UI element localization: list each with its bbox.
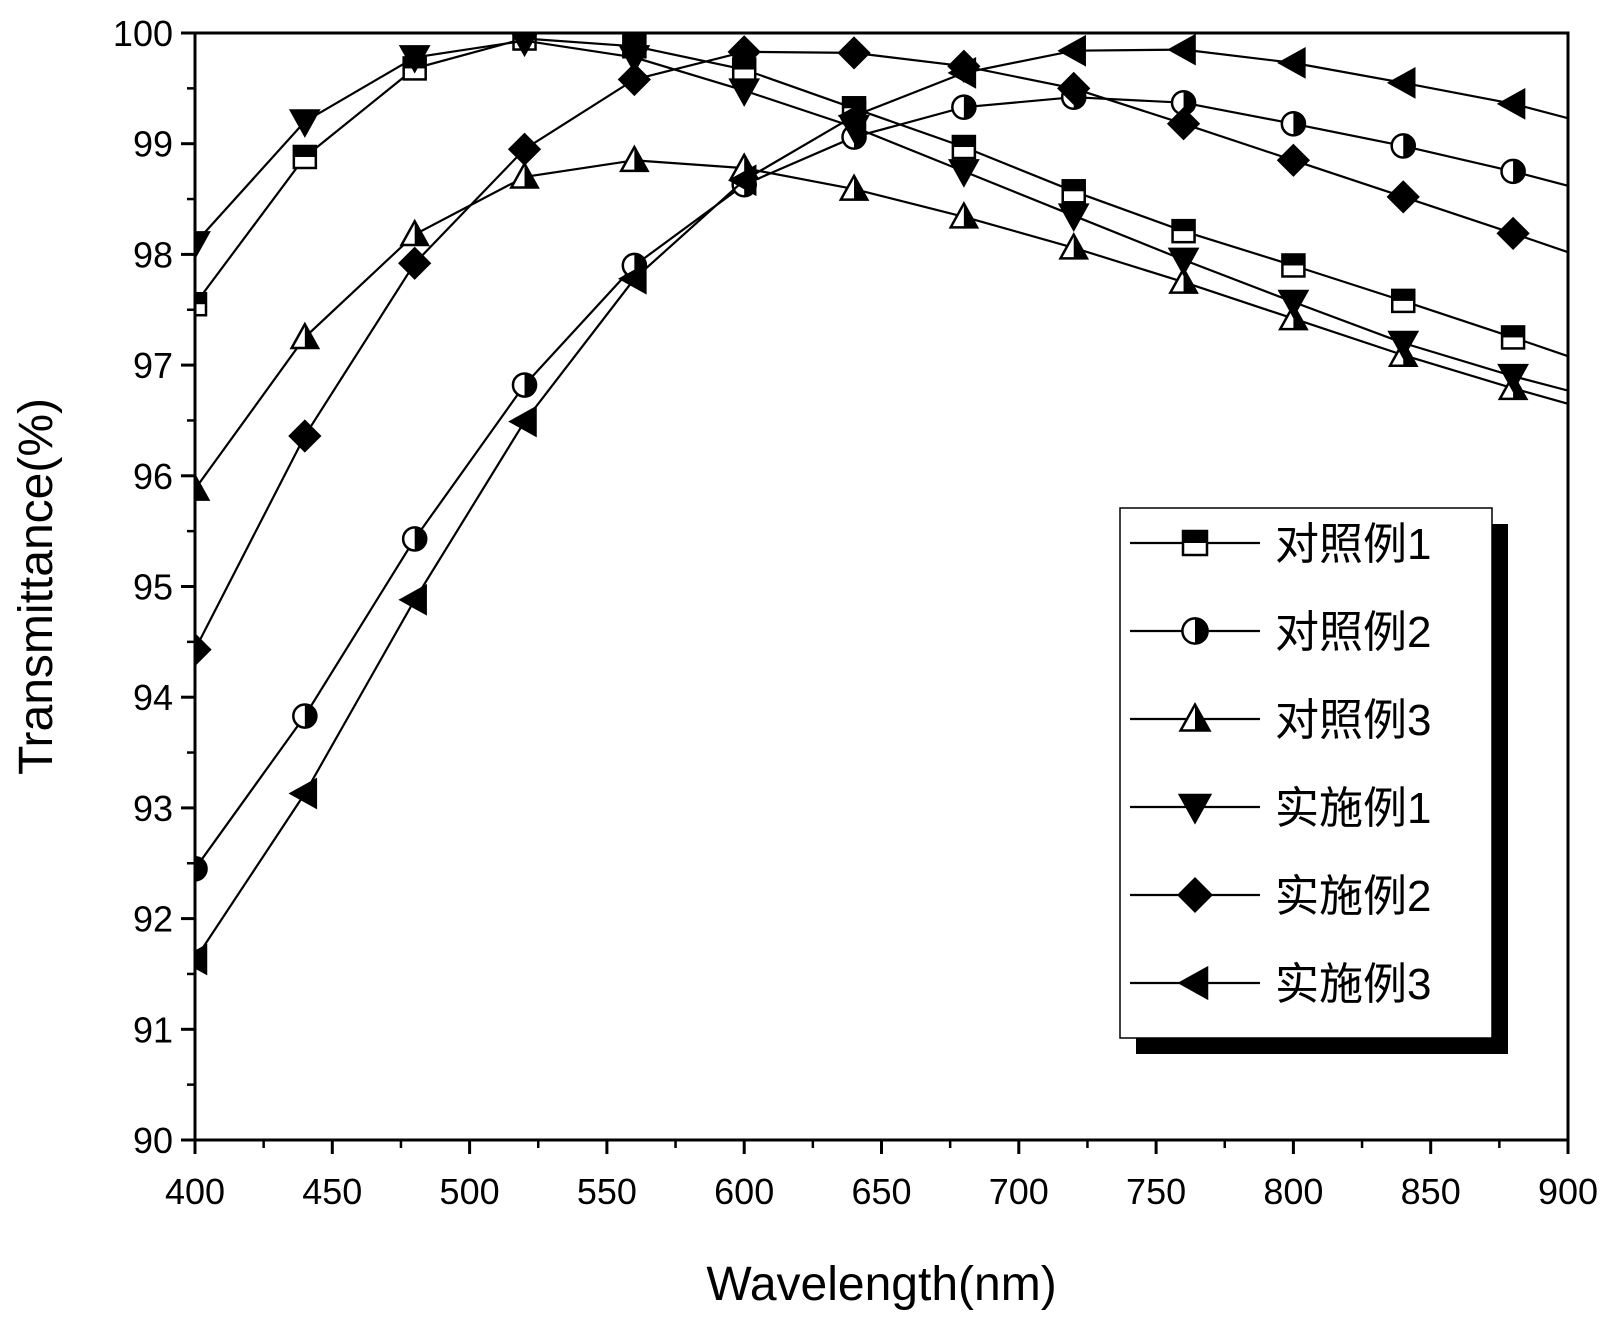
legend-label: 实施例2 [1275,872,1431,921]
legend-label: 对照例2 [1275,608,1431,657]
data-point [1498,219,1528,249]
data-point [1282,112,1305,135]
data-point [1502,160,1525,183]
data-point [1170,249,1198,274]
data-point [1280,291,1308,316]
legend-label: 对照例3 [1275,696,1431,745]
data-point [952,96,975,119]
y-tick-label: 91 [133,1009,173,1050]
legend-label: 实施例3 [1275,960,1431,1009]
y-tick-label: 95 [133,567,173,608]
legend-box [1120,508,1492,1038]
y-tick-label: 98 [133,234,173,275]
data-point [1280,49,1305,77]
data-point [1392,134,1415,157]
legend-label: 实施例1 [1275,784,1431,833]
data-point [401,586,426,614]
data-point [1388,182,1418,212]
data-point [1282,254,1304,276]
y-tick-label: 97 [133,345,173,386]
x-tick-label: 500 [440,1171,500,1212]
x-tick-label: 850 [1401,1171,1461,1212]
data-point [1502,326,1524,348]
data-point [1061,235,1087,259]
data-point [290,421,320,451]
y-tick-label: 92 [133,899,173,940]
data-point [294,146,316,168]
series-4 [181,30,1568,391]
x-tick-label: 700 [989,1171,1049,1212]
y-axis-title: Transmittance(%) [10,398,63,775]
data-point [1499,90,1524,118]
y-tick-label: 90 [133,1120,173,1161]
data-point [511,408,536,436]
data-point [291,780,316,808]
y-tick-label: 94 [133,677,173,718]
data-point [950,160,978,185]
legend: 对照例1 对照例2 对照例3 实施例1 实施例2 实施例3 [1120,508,1508,1054]
data-point [293,704,316,727]
x-tick-label: 600 [714,1171,774,1212]
data-point [513,373,536,396]
series-3 [182,147,1568,500]
data-point [401,221,427,245]
y-tick-label: 99 [133,124,173,165]
data-point [621,147,647,171]
data-point [953,136,975,158]
data-point [1389,69,1414,97]
data-point [1279,145,1309,175]
x-tick-label: 650 [851,1171,911,1212]
data-point [1060,205,1088,230]
data-point [730,80,758,105]
legend-label: 对照例1 [1275,520,1431,569]
series-line [195,39,1568,357]
data-point [839,38,869,68]
data-point [1063,180,1085,202]
x-axis-title: Wavelength(nm) [706,1258,1056,1311]
data-point [1169,109,1199,139]
x-tick-label: 550 [577,1171,637,1212]
series-1 [184,28,1568,357]
data-point [1060,37,1085,64]
y-tick-label: 100 [113,13,173,54]
x-tick-label: 450 [302,1171,362,1212]
y-tick-label: 93 [133,788,173,829]
series-line [195,41,1568,391]
series-line [195,160,1568,489]
y-tick-label: 96 [133,456,173,497]
x-tick-label: 900 [1538,1171,1598,1212]
x-tick-label: 750 [1126,1171,1186,1212]
data-point [403,527,426,550]
x-tick-label: 800 [1263,1171,1323,1212]
x-tick-label: 400 [165,1171,225,1212]
data-point [1392,290,1414,312]
data-point [1170,36,1195,64]
data-point [1173,220,1195,242]
data-point [620,65,650,95]
